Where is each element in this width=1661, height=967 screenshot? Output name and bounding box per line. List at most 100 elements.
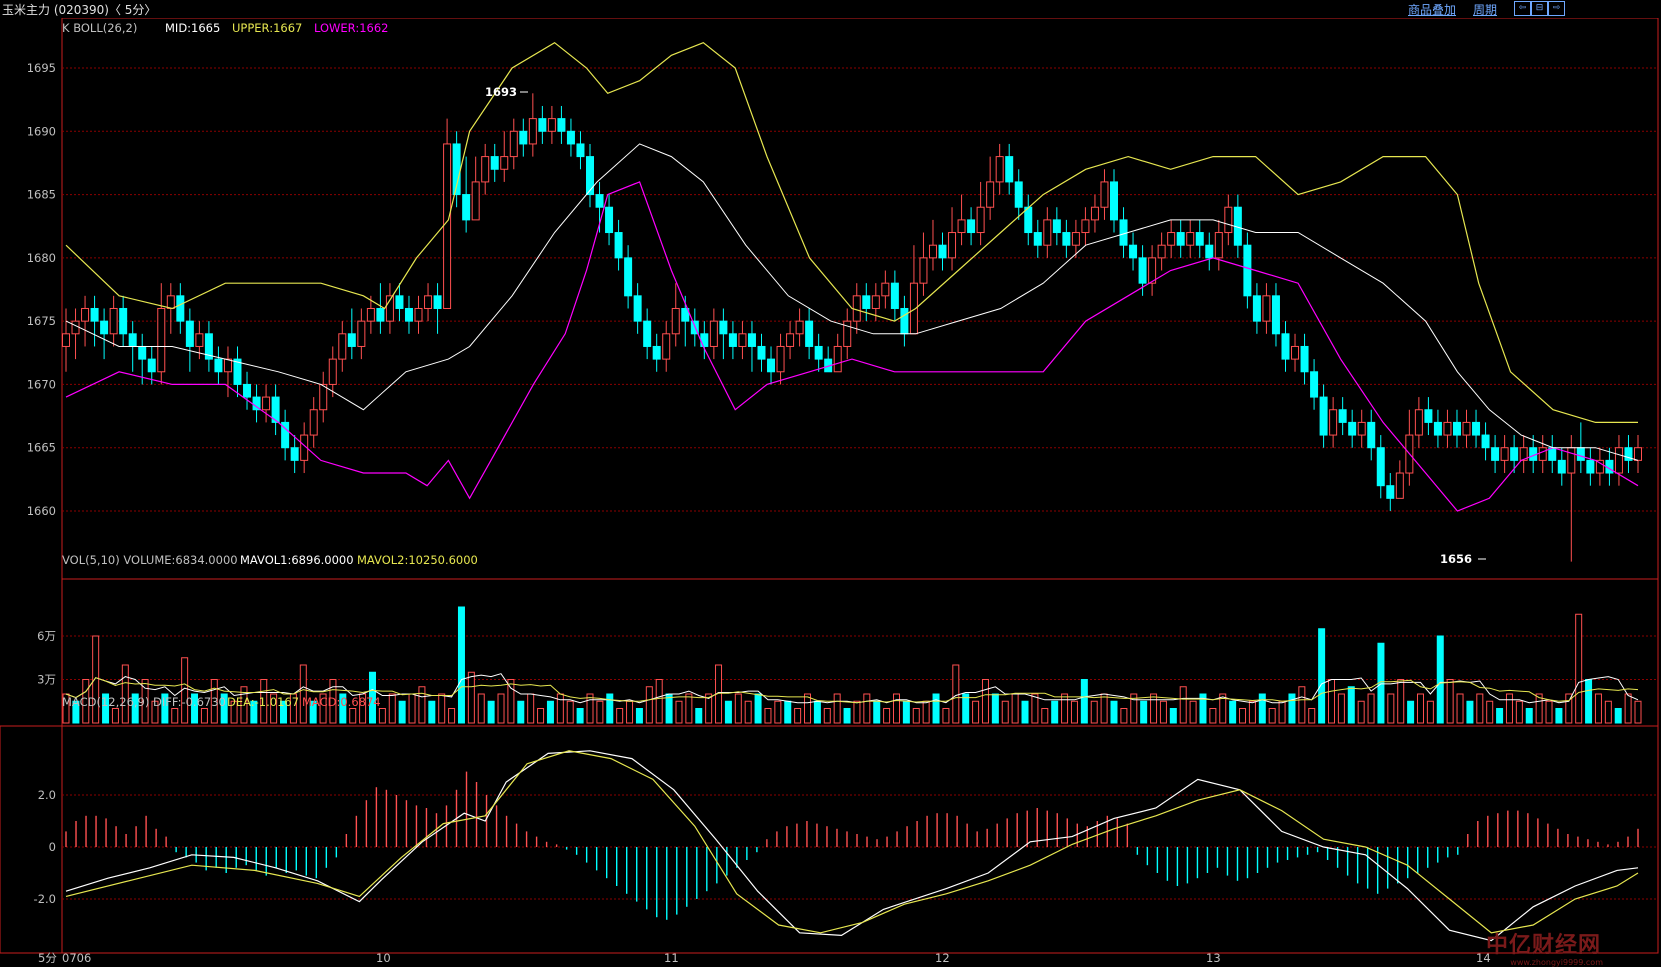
panel-frames [0,18,1659,954]
volume-bar [161,693,169,724]
candle-body [928,244,937,259]
candle-body [424,295,433,309]
candle-body [852,295,861,322]
volume-bar [1357,700,1365,724]
candle-body [223,358,232,373]
volume-bar [1614,708,1622,724]
candle-body [443,143,452,309]
candle-body [938,244,947,259]
candle-body [1452,421,1461,436]
volume-bar [1288,693,1296,724]
candle-body [538,118,547,132]
candle-body [1538,447,1547,461]
volume-bar [537,708,545,724]
candle-body [1243,244,1252,297]
candle-body [1472,421,1481,436]
candle-body [471,181,480,221]
volume-bar [1555,708,1563,724]
candle-body [1357,421,1366,436]
nav-right-button[interactable]: ⇨ [1548,1,1565,16]
candle-body [366,307,375,322]
candle-body [767,358,776,373]
period-link[interactable]: 周期 [1473,3,1498,17]
overlay-commodity-link[interactable]: 商品叠加 [1408,3,1457,17]
candle-body [1576,447,1585,461]
candle-body [1491,447,1500,461]
candle-body [1252,295,1261,322]
volume-bar [566,700,574,724]
candle-body [176,295,185,322]
volume-bar [586,693,594,724]
x-label-12: 12 [935,951,950,965]
title-bar: 玉米主力 (020390)〈 5分〉 商品叠加 周期 ⇦ ⊟ ⇨ [0,0,1661,18]
nav-left-button[interactable]: ⇦ [1514,1,1531,16]
candle-body [376,307,385,322]
volume-bar [1110,700,1118,724]
volume-bar [695,708,703,724]
volume-bar [813,700,821,724]
candle-body [1424,409,1433,423]
volume-bar [507,679,515,724]
volume-bar [705,693,713,724]
candle-body [100,320,109,335]
candle-body [62,333,70,347]
volume-bar [626,700,634,724]
nav-zoom-button[interactable]: ⊟ [1531,1,1548,16]
candle-body [490,156,499,170]
candle-body [147,358,156,373]
volume-bar [823,708,831,724]
chart-canvas[interactable]: 1695 1690 1685 1680 1675 1670 1665 1660 6万 3万 2.0 0… [0,18,1661,967]
price-tick-label: 1685 [27,188,56,202]
candle-body [481,156,490,183]
macd-dea-line [65,750,1639,934]
candle-body [204,333,213,360]
candle-body [1414,409,1423,436]
candle-body [528,118,537,145]
volume-bar [378,708,386,724]
volume-bar [398,700,406,724]
candle-body [109,307,118,335]
chart-labels: K BOLL(26,2) MID:1665 UPPER:1667 LOWER:1… [38,21,1491,965]
volume-bar [1426,700,1434,724]
candle-body [643,320,652,347]
volume-bar [784,700,792,724]
candle-body [262,396,271,411]
candle-body [1376,447,1385,487]
volume-bar [1001,700,1009,724]
candle-body [662,333,671,360]
candle-body [1110,181,1118,221]
volume-bar [1248,700,1256,724]
volume-bar [1179,686,1187,724]
candle-body [1319,396,1328,436]
volume-bar [912,708,920,724]
volume-bar [596,700,604,724]
volume-bar [230,700,238,724]
volume-bar [1535,693,1543,724]
boll-label: K BOLL(26,2) [62,21,137,35]
volume-bar [853,700,861,724]
price-tick-label: 1680 [27,251,56,265]
volume-bar [329,679,337,724]
macd-diff-line [65,750,1639,942]
candle-body [157,307,166,373]
candle-body [1348,421,1357,436]
price-tick-label: 1690 [27,124,56,138]
volume-bar [171,708,179,724]
volume-bar [962,693,970,724]
volume-bar [111,708,119,724]
candle-body [547,118,556,132]
candle-body [71,320,80,335]
candle-body [328,358,337,385]
volume-bar [497,693,505,724]
volume-bar [1120,708,1128,724]
volume-bar [942,708,950,724]
boll-mid-label: MID:1665 [165,21,220,35]
candle-body [233,358,242,385]
volume-bar [1515,700,1523,724]
candle-body [557,118,566,132]
candle-body [862,295,871,309]
volume-bar [1397,679,1405,724]
volume-bar [200,708,208,724]
volume-bar [794,708,802,724]
volume-bar [616,708,624,724]
